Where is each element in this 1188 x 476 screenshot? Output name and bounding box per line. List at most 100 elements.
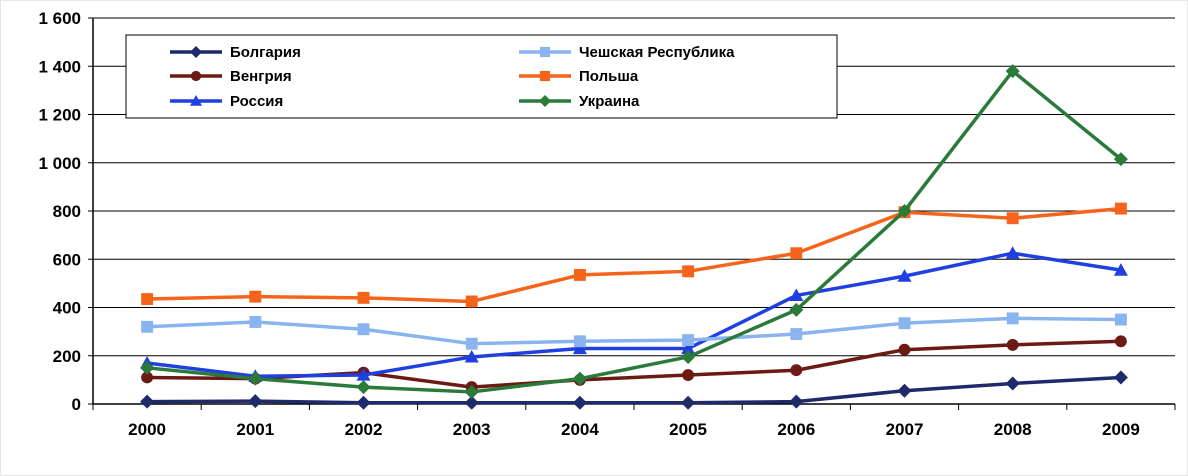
legend-marker <box>190 95 202 106</box>
legend-marker <box>539 95 551 107</box>
data-point <box>789 394 804 409</box>
y-tick-label: 400 <box>53 299 81 318</box>
data-point <box>357 323 370 336</box>
data-point <box>790 364 803 377</box>
data-point <box>573 268 586 281</box>
data-point <box>790 247 803 260</box>
data-point <box>1114 202 1127 215</box>
data-point <box>681 341 696 355</box>
x-tick-label: 2005 <box>669 420 707 439</box>
data-point <box>248 371 263 386</box>
series-lines <box>140 64 1128 410</box>
data-point <box>140 394 155 409</box>
legend-item: Болгария <box>170 44 301 61</box>
legend-label: Болгария <box>230 44 301 61</box>
x-tick-label: 2001 <box>236 420 274 439</box>
y-tick-label: 1 400 <box>38 57 81 76</box>
data-point <box>140 360 155 375</box>
legend-label: Польша <box>579 68 639 85</box>
data-point <box>464 395 479 410</box>
series-5 <box>141 202 1127 308</box>
legend: Болгария Венгрия Россия Чешская Республика П… <box>125 34 838 119</box>
data-point <box>789 302 804 317</box>
data-point <box>790 328 803 340</box>
legend-marker <box>539 46 551 58</box>
series-1 <box>140 370 1128 410</box>
data-point <box>249 290 262 303</box>
data-point <box>1005 246 1020 259</box>
data-point <box>1114 335 1127 348</box>
x-tick-label: 2009 <box>1102 420 1140 439</box>
data-point <box>1005 376 1020 391</box>
legend-marker <box>190 46 202 58</box>
x-tick-label: 2003 <box>453 420 491 439</box>
data-point <box>897 383 912 398</box>
x-tick-label: 2004 <box>561 420 599 439</box>
x-axis-ticks: 2000 2001 2002 2003 2004 2005 2006 2007 2008 2009 <box>92 404 1176 439</box>
y-tick-label: 200 <box>53 347 81 366</box>
data-point <box>681 395 696 410</box>
data-point <box>573 335 586 348</box>
y-tick-label: 1 600 <box>38 9 81 28</box>
series-line <box>147 316 1121 346</box>
data-point <box>898 343 911 356</box>
y-tick-label: 1 000 <box>38 154 81 173</box>
legend-label: Венгрия <box>230 68 292 85</box>
y-tick-label: 800 <box>53 202 81 221</box>
y-tick-label: 600 <box>53 250 81 269</box>
legend-item: Украина <box>519 93 640 110</box>
y-axis-ticks: 0 200 400 600 800 1 000 1 200 1 400 1 600 <box>38 9 93 414</box>
legend-label: Украина <box>579 93 640 110</box>
data-point <box>1113 152 1128 167</box>
y-tick-label: 0 <box>72 395 81 414</box>
data-point <box>357 291 370 304</box>
data-point <box>1006 338 1019 351</box>
data-point <box>572 395 587 410</box>
legend-label: Россия <box>230 93 283 110</box>
series-line <box>147 206 1122 304</box>
data-point <box>465 295 478 308</box>
data-point <box>1005 64 1020 79</box>
data-point <box>141 371 154 384</box>
x-tick-label: 2000 <box>128 420 166 439</box>
data-point <box>464 384 479 399</box>
series-line <box>146 69 1123 394</box>
data-point <box>141 293 154 306</box>
data-point <box>1113 370 1128 385</box>
data-point <box>682 265 695 278</box>
data-point <box>681 349 696 364</box>
x-tick-label: 2007 <box>886 420 924 439</box>
data-point <box>1114 313 1127 326</box>
legend-box <box>125 34 838 119</box>
data-point <box>572 371 587 386</box>
data-point <box>356 380 371 395</box>
x-tick-label: 2008 <box>994 420 1032 439</box>
data-point <box>1006 212 1019 225</box>
series-line <box>147 375 1121 405</box>
legend-item: Чешская Республика <box>519 44 735 61</box>
y-tick-label: 1 200 <box>38 106 81 125</box>
data-point <box>356 368 371 381</box>
legend-item: Венгрия <box>170 68 292 85</box>
data-point <box>682 334 695 347</box>
data-point <box>248 394 263 409</box>
data-point <box>897 204 912 218</box>
legend-item: Россия <box>170 93 283 110</box>
data-point <box>465 337 478 350</box>
x-tick-label: 2002 <box>345 420 383 439</box>
legend-marker <box>190 70 202 82</box>
legend-label: Чешская Республика <box>579 44 735 61</box>
series-4 <box>141 312 1127 350</box>
data-point <box>1006 312 1019 325</box>
data-point <box>897 269 912 282</box>
data-point <box>1113 263 1128 276</box>
legend-item: Польша <box>519 68 639 85</box>
legend-marker <box>539 70 551 82</box>
data-point <box>356 395 371 410</box>
data-point <box>141 320 154 333</box>
data-point <box>249 316 262 328</box>
series-line <box>146 251 1122 379</box>
data-point <box>898 317 911 330</box>
data-point <box>682 369 695 381</box>
